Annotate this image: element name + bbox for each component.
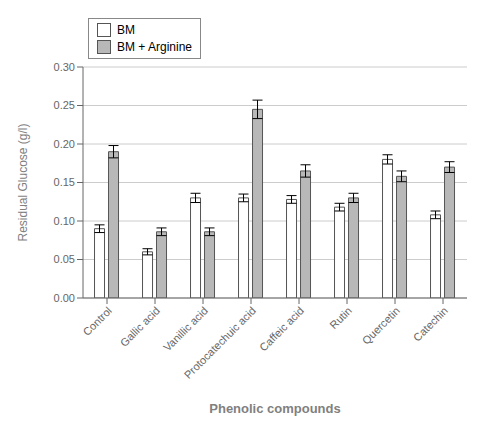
svg-text:Vanillic acid: Vanillic acid	[161, 304, 210, 353]
svg-text:Caffeic acid: Caffeic acid	[257, 304, 306, 353]
svg-text:Phenolic compounds: Phenolic compounds	[209, 401, 340, 416]
svg-text:0.30: 0.30	[54, 61, 75, 73]
svg-text:Catechin: Catechin	[411, 304, 450, 343]
svg-text:Rutin: Rutin	[327, 304, 354, 331]
svg-text:0.00: 0.00	[54, 292, 75, 304]
svg-text:0.10: 0.10	[54, 215, 75, 227]
svg-text:0.15: 0.15	[54, 176, 75, 188]
html-text:BM + Arginine: BM + Arginine	[117, 40, 192, 54]
html-text:BM: BM	[117, 23, 135, 37]
svg-text:Protocatechuic acid: Protocatechuic acid	[182, 304, 258, 380]
svg-text:Control: Control	[80, 304, 114, 338]
svg-text:0.05: 0.05	[54, 253, 75, 265]
svg-text:Residual Glucose (g/l): Residual Glucose (g/l)	[16, 123, 30, 241]
svg-text:Gallic acid: Gallic acid	[118, 304, 162, 348]
svg-text:Quercetin: Quercetin	[360, 304, 402, 346]
svg-text:0.25: 0.25	[54, 99, 75, 111]
svg-text:0.20: 0.20	[54, 138, 75, 150]
